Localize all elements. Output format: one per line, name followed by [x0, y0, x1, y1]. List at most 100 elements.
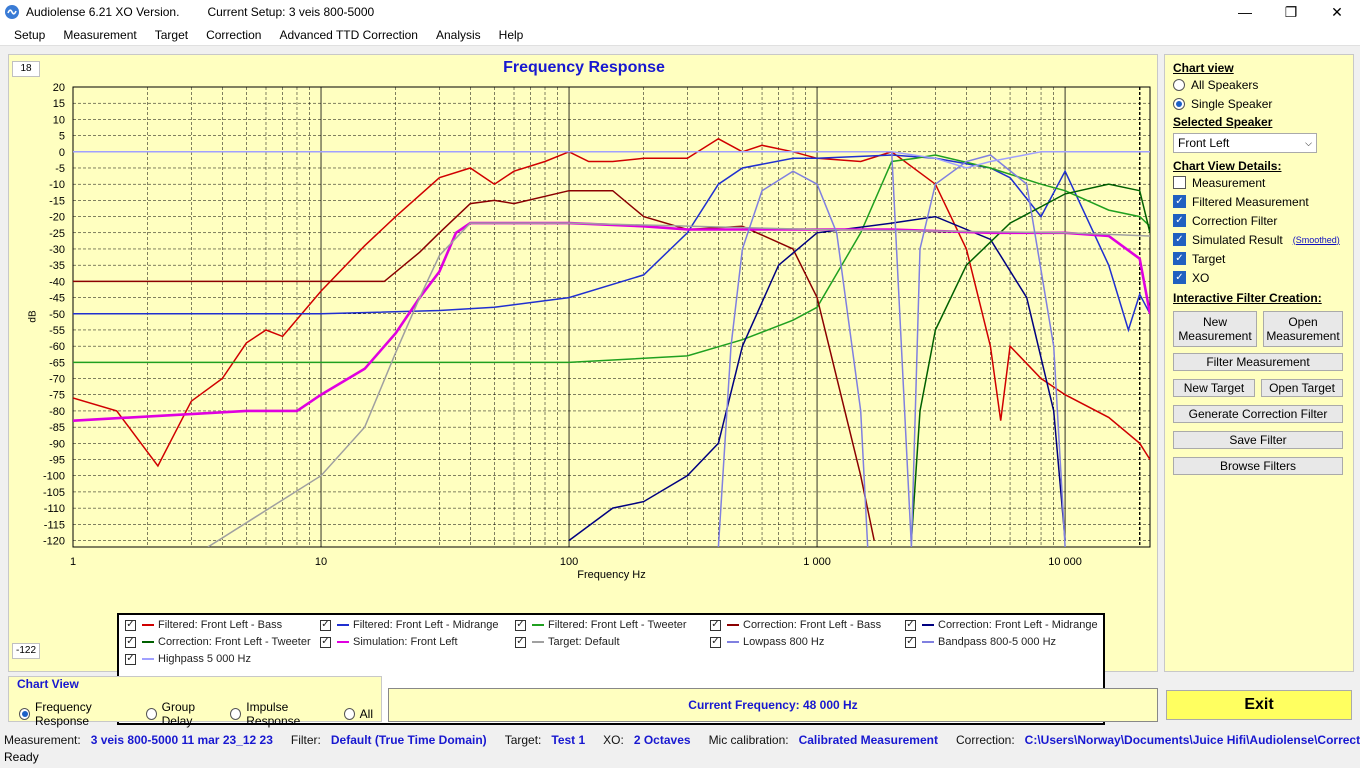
group-delay-radio[interactable]: [145, 708, 157, 720]
x-tick-label: 10 000: [1048, 556, 1082, 568]
single-speaker-radio[interactable]: [1173, 97, 1185, 110]
legend-swatch: [337, 624, 349, 626]
legend-item[interactable]: ✓ Highpass 5 000 Hz: [125, 653, 251, 665]
all-speakers-radio[interactable]: [1173, 78, 1185, 91]
new-target-button[interactable]: New Target: [1173, 379, 1255, 397]
legend-item[interactable]: ✓ Correction: Front Left - Bass: [710, 619, 881, 631]
measurement-checkbox[interactable]: [1173, 176, 1186, 189]
frequency-response-label: Frequency Response: [35, 700, 92, 728]
y-tick-label: -50: [49, 309, 65, 321]
all-views-radio[interactable]: [343, 708, 355, 720]
title-bar: Audiolense 6.21 XO Version. Current Setu…: [0, 0, 1360, 24]
smoothed-link[interactable]: (Smoothed): [1292, 234, 1340, 245]
close-button[interactable]: ✕: [1314, 0, 1360, 24]
menu-target[interactable]: Target: [154, 27, 189, 42]
frequency-response-chart[interactable]: 20 15 10 5 0 -5 -10 -15 -20 -25 -30 -35 -40 -45 -50 -55…: [9, 55, 1159, 615]
correction-filter-checkbox[interactable]: ✓: [1173, 214, 1186, 227]
correction-filter-label: Correction Filter: [1192, 213, 1278, 228]
open-target-button[interactable]: Open Target: [1261, 379, 1343, 397]
single-speaker-option[interactable]: Single Speaker: [1173, 94, 1345, 113]
correction-filter-option[interactable]: ✓ Correction Filter: [1173, 211, 1345, 230]
target-option[interactable]: ✓ Target: [1173, 249, 1345, 268]
all-speakers-option[interactable]: All Speakers: [1173, 75, 1345, 94]
target-label: Target: [1192, 251, 1226, 266]
series-line-8: [717, 170, 869, 547]
open-measurement-button[interactable]: Open Measurement: [1263, 311, 1343, 347]
legend-checkbox[interactable]: ✓: [320, 619, 331, 631]
legend-checkbox[interactable]: ✓: [710, 619, 721, 631]
speaker-select-value: Front Left: [1178, 136, 1230, 150]
speaker-select[interactable]: Front Left ⌵: [1173, 133, 1317, 153]
legend-swatch: [142, 624, 154, 626]
legend-item[interactable]: ✓ Filtered: Front Left - Tweeter: [515, 619, 687, 631]
legend-item[interactable]: ✓ Filtered: Front Left - Bass: [125, 619, 282, 631]
simulated-result-checkbox[interactable]: ✓: [1173, 233, 1186, 246]
legend-checkbox[interactable]: ✓: [905, 619, 916, 631]
legend-item[interactable]: ✓ Lowpass 800 Hz: [710, 636, 824, 648]
legend-checkbox[interactable]: ✓: [515, 636, 526, 648]
chart-title: Frequency Response: [503, 59, 665, 76]
legend-item[interactable]: ✓ Target: Default: [515, 636, 620, 648]
menu-correction[interactable]: Correction: [206, 27, 262, 42]
legend-checkbox[interactable]: ✓: [320, 636, 331, 648]
menu-help[interactable]: Help: [498, 27, 524, 42]
status-xo-label: XO:: [603, 733, 624, 747]
menu-measurement[interactable]: Measurement: [63, 27, 137, 42]
legend-label: Lowpass 800 Hz: [743, 636, 825, 648]
new-measurement-button[interactable]: New Measurement: [1173, 311, 1257, 347]
legend-item[interactable]: ✓ Correction: Front Left - Tweeter: [125, 636, 311, 648]
legend-label: Highpass 5 000 Hz: [158, 653, 251, 665]
generate-correction-filter-button[interactable]: Generate Correction Filter: [1173, 405, 1343, 423]
y-tick-label: -95: [49, 455, 65, 467]
measurement-option[interactable]: Measurement: [1173, 173, 1345, 192]
legend-label: Correction: Front Left - Tweeter: [158, 636, 311, 648]
chart-view-title: Chart view: [1173, 61, 1234, 75]
legend-item[interactable]: ✓ Correction: Front Left - Midrange: [905, 619, 1098, 631]
status-measurement-value: 3 veis 800-5000 11 mar 23_12 23: [90, 733, 273, 747]
legend-swatch: [142, 658, 154, 660]
app-title: Audiolense 6.21 XO Version.: [26, 5, 180, 19]
legend-checkbox[interactable]: ✓: [515, 619, 526, 631]
target-checkbox[interactable]: ✓: [1173, 252, 1186, 265]
legend-item[interactable]: ✓ Filtered: Front Left - Midrange: [320, 619, 499, 631]
status-mic-value: Calibrated Measurement: [798, 733, 938, 747]
legend-label: Filtered: Front Left - Bass: [158, 619, 283, 631]
filter-measurement-button[interactable]: Filter Measurement: [1173, 353, 1343, 371]
y-tick-label: 15: [53, 98, 65, 110]
xo-option[interactable]: ✓ XO: [1173, 268, 1345, 287]
y-tick-label: -80: [49, 406, 65, 418]
y-tick-label: 5: [59, 131, 65, 143]
y-min-input[interactable]: -122: [12, 643, 40, 659]
y-tick-label: -35: [49, 260, 65, 272]
legend-checkbox[interactable]: ✓: [710, 636, 721, 648]
series-line-4: [568, 215, 1066, 542]
legend-item[interactable]: ✓ Simulation: Front Left: [320, 636, 458, 648]
legend-label: Correction: Front Left - Midrange: [938, 619, 1098, 631]
legend-checkbox[interactable]: ✓: [905, 636, 916, 648]
legend-item[interactable]: ✓ Bandpass 800-5 000 Hz: [905, 636, 1056, 648]
y-tick-label: 10: [53, 114, 65, 126]
legend-checkbox[interactable]: ✓: [125, 636, 136, 648]
exit-button[interactable]: Exit: [1166, 690, 1352, 720]
y-max-input[interactable]: 18: [12, 61, 40, 77]
save-filter-button[interactable]: Save Filter: [1173, 431, 1343, 449]
filtered-measurement-checkbox[interactable]: ✓: [1173, 195, 1186, 208]
current-frequency-display: Current Frequency: 48 000 Hz: [388, 688, 1158, 722]
menu-setup[interactable]: Setup: [14, 27, 46, 42]
menu-analysis[interactable]: Analysis: [435, 27, 481, 42]
maximize-button[interactable]: ❐: [1268, 0, 1314, 24]
legend-swatch: [922, 641, 934, 643]
xo-checkbox[interactable]: ✓: [1173, 271, 1186, 284]
filtered-measurement-option[interactable]: ✓ Filtered Measurement: [1173, 192, 1345, 211]
menu-advanced-ttd-correction[interactable]: Advanced TTD Correction: [279, 27, 418, 42]
simulated-result-option[interactable]: ✓ Simulated Result (Smoothed): [1173, 230, 1345, 249]
impulse-response-radio[interactable]: [230, 708, 242, 720]
right-panel: Chart view All Speakers Single Speaker S…: [1164, 54, 1354, 672]
frequency-response-radio[interactable]: [19, 708, 30, 720]
minimize-button[interactable]: —: [1222, 0, 1268, 24]
legend-checkbox[interactable]: ✓: [125, 619, 136, 631]
status-measurement-label: Measurement:: [4, 733, 81, 747]
legend-checkbox[interactable]: ✓: [125, 653, 136, 665]
browse-filters-button[interactable]: Browse Filters: [1173, 457, 1343, 475]
measurement-label: Measurement: [1192, 175, 1266, 190]
